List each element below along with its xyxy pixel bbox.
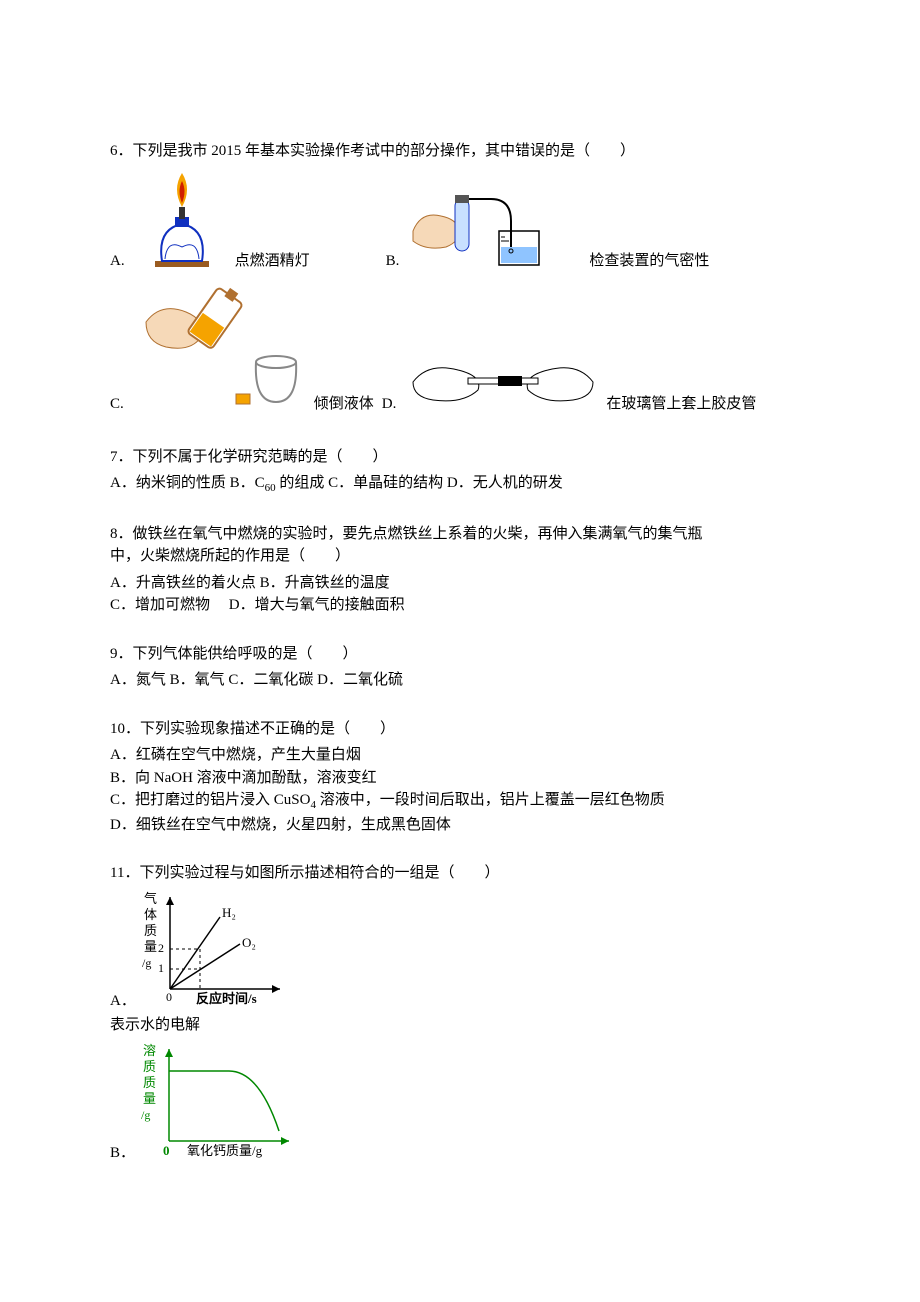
q10-d: D．细铁丝在空气中燃烧，火星四射，生成黑色固体 bbox=[110, 814, 810, 837]
q11-b-label: B． bbox=[110, 1142, 135, 1167]
svg-text:反应时间/s: 反应时间/s bbox=[196, 991, 257, 1006]
q11-b-chart: 溶 质 质 量 /g 0 氧化钙质量/g bbox=[139, 1041, 299, 1167]
question-10: 10．下列实验现象描述不正确的是（ ） A．红磷在空气中燃烧，产生大量白烟 B．… bbox=[110, 718, 810, 837]
q6-a-figure bbox=[137, 169, 227, 277]
svg-text:氧化钙质量/g: 氧化钙质量/g bbox=[187, 1143, 263, 1158]
svg-text:/g: /g bbox=[141, 1108, 150, 1122]
q7-b: B．C60 的组成 bbox=[230, 475, 329, 491]
pour-liquid-icon bbox=[136, 282, 306, 412]
q11-a-caption: 表示水的电解 bbox=[110, 1014, 810, 1037]
svg-text:质: 质 bbox=[143, 1075, 156, 1090]
airtight-check-icon bbox=[411, 181, 581, 269]
tick-1: 1 bbox=[158, 961, 164, 975]
svg-text:气: 气 bbox=[144, 891, 157, 906]
question-9: 9．下列气体能供给呼吸的是（ ） A．氮气 B．氧气 C．二氧化碳 D．二氧化硫 bbox=[110, 643, 810, 692]
q11-a-label: A． bbox=[110, 990, 136, 1015]
q10-a: A．红磷在空气中燃烧，产生大量白烟 bbox=[110, 744, 810, 767]
q11-a-row: A． 气 体 质 量 /g 2 1 0 bbox=[110, 889, 810, 1015]
svg-text:质: 质 bbox=[143, 1059, 156, 1074]
q11-b-row: B． 溶 质 质 量 /g 0 氧化钙质量/g bbox=[110, 1041, 810, 1167]
svg-text:/g: /g bbox=[142, 956, 151, 970]
q6-b-label: B. bbox=[386, 250, 400, 277]
q6-a-caption: 点燃酒精灯 bbox=[235, 250, 310, 277]
question-6: 6．下列是我市 2015 年基本实验操作考试中的部分操作，其中错误的是（ ） A… bbox=[110, 140, 810, 420]
q6-row-ab: A. 点燃酒精灯 B. bbox=[110, 169, 810, 277]
q8-stem2: 中，火柴燃烧所起的作用是（ ） bbox=[110, 545, 810, 568]
q6-stem: 6．下列是我市 2015 年基本实验操作考试中的部分操作，其中错误的是（ ） bbox=[110, 140, 810, 163]
svg-text:量: 量 bbox=[144, 939, 157, 954]
q8-c: C．增加可燃物 bbox=[110, 597, 225, 613]
question-8: 8．做铁丝在氧气中燃烧的实验时，要先点燃铁丝上系着的火柴，再伸入集满氧气的集气瓶… bbox=[110, 523, 810, 617]
svg-text:0: 0 bbox=[163, 1143, 170, 1158]
q6-c-figure bbox=[136, 282, 306, 420]
q9-a: A．氮气 bbox=[110, 672, 166, 688]
svg-text:体: 体 bbox=[144, 907, 157, 922]
q9-b: B．氧气 bbox=[170, 672, 225, 688]
rubber-tube-icon bbox=[408, 342, 598, 412]
q6-b-caption: 检查装置的气密性 bbox=[589, 250, 709, 277]
svg-text:H₂: H₂ bbox=[222, 905, 236, 920]
alcohol-lamp-icon bbox=[137, 169, 227, 269]
q6-d-figure bbox=[408, 342, 598, 420]
tick-2: 2 bbox=[158, 941, 164, 955]
q11-stem: 11．下列实验过程与如图所示描述相符合的一组是（ ） bbox=[110, 862, 810, 885]
q9-stem: 9．下列气体能供给呼吸的是（ ） bbox=[110, 643, 810, 666]
q6-d-label: D. bbox=[382, 393, 397, 420]
q8-d: D．增大与氧气的接触面积 bbox=[229, 597, 405, 613]
q9-options: A．氮气 B．氧气 C．二氧化碳 D．二氧化硫 bbox=[110, 669, 810, 692]
q6-d-caption: 在玻璃管上套上胶皮管 bbox=[606, 393, 756, 420]
q7-options: A．纳米铜的性质 B．C60 的组成 C．单晶硅的结构 D．无人机的研发 bbox=[110, 472, 810, 497]
q9-c: C．二氧化碳 bbox=[228, 672, 313, 688]
q10-stem: 10．下列实验现象描述不正确的是（ ） bbox=[110, 718, 810, 741]
electrolysis-chart-icon: 气 体 质 量 /g 2 1 0 bbox=[140, 889, 290, 1007]
svg-text:O₂: O₂ bbox=[242, 935, 256, 950]
svg-text:量: 量 bbox=[143, 1091, 156, 1106]
q7-c: C．单晶硅的结构 bbox=[328, 475, 443, 491]
question-11: 11．下列实验过程与如图所示描述相符合的一组是（ ） A． 气 体 质 量 /g bbox=[110, 862, 810, 1166]
q7-d: D．无人机的研发 bbox=[447, 475, 563, 491]
q8-b: B．升高铁丝的温度 bbox=[260, 575, 390, 591]
q8-line1: A．升高铁丝的着火点 B．升高铁丝的温度 bbox=[110, 572, 810, 595]
q10-c: C．把打磨过的铝片浸入 CuSO4 溶液中，一段时间后取出，铝片上覆盖一层红色物… bbox=[110, 789, 810, 814]
q6-row-cd: C. 倾倒液体 bbox=[110, 282, 810, 420]
question-7: 7．下列不属于化学研究范畴的是（ ） A．纳米铜的性质 B．C60 的组成 C．… bbox=[110, 446, 810, 497]
svg-text:溶: 溶 bbox=[143, 1043, 156, 1058]
q6-c-caption: 倾倒液体 bbox=[314, 393, 374, 420]
origin: 0 bbox=[166, 990, 172, 1004]
q6-c-label: C. bbox=[110, 393, 124, 420]
q6-b-figure bbox=[411, 181, 581, 277]
q7-a: A．纳米铜的性质 bbox=[110, 475, 226, 491]
q8-stem1: 8．做铁丝在氧气中燃烧的实验时，要先点燃铁丝上系着的火柴，再伸入集满氧气的集气瓶 bbox=[110, 523, 810, 546]
q8-line2: C．增加可燃物 D．增大与氧气的接触面积 bbox=[110, 594, 810, 617]
svg-text:质: 质 bbox=[144, 923, 157, 938]
cao-chart-icon: 溶 质 质 量 /g 0 氧化钙质量/g bbox=[139, 1041, 299, 1159]
q6-a-label: A. bbox=[110, 250, 125, 277]
q7-stem: 7．下列不属于化学研究范畴的是（ ） bbox=[110, 446, 810, 469]
q11-a-chart: 气 体 质 量 /g 2 1 0 bbox=[140, 889, 290, 1015]
q8-a: A．升高铁丝的着火点 bbox=[110, 575, 256, 591]
q10-b: B．向 NaOH 溶液中滴加酚酞，溶液变红 bbox=[110, 767, 810, 790]
q9-d: D．二氧化硫 bbox=[317, 672, 403, 688]
